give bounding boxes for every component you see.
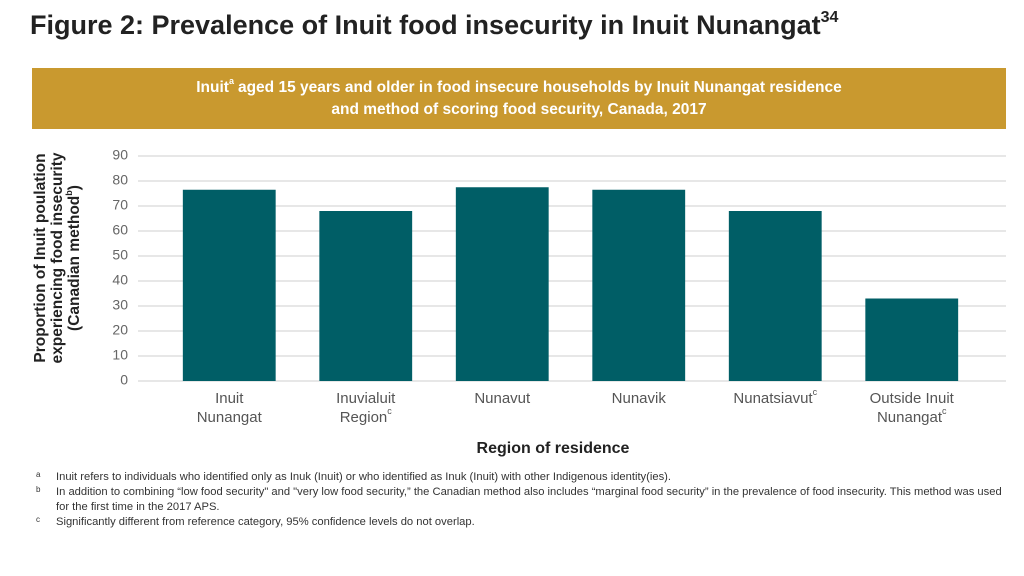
x-tick-line: Inuvialuit bbox=[336, 390, 396, 407]
y-axis-label: experiencing food insecurity bbox=[49, 152, 66, 363]
x-tick-label: Nunatsiavutc bbox=[733, 387, 817, 407]
y-label-text: (Canadian method bbox=[66, 196, 83, 331]
y-axis-label: Proportion of Inuit poulation bbox=[32, 153, 49, 362]
bar bbox=[182, 189, 276, 381]
x-tick-mark: c bbox=[813, 387, 818, 397]
x-tick-label: Nunavut bbox=[474, 390, 531, 407]
y-tick-label: 60 bbox=[112, 222, 128, 238]
subtitle-mark: a bbox=[229, 76, 235, 86]
x-tick-label: Nunavik bbox=[612, 390, 667, 407]
x-tick-label: Outside Inuit Nunangatc bbox=[870, 390, 955, 426]
footnote-mark: a bbox=[36, 470, 41, 479]
footnote-text: Significantly different from reference c… bbox=[56, 516, 475, 528]
x-tick-line: Nunangat bbox=[197, 409, 263, 426]
y-tick-label: 20 bbox=[112, 322, 128, 338]
x-tick-line: Nunangat bbox=[877, 409, 943, 426]
y-label-text: Proportion of Inuit poulation bbox=[32, 153, 49, 362]
footnote: c Significantly different from reference … bbox=[34, 515, 1009, 530]
footnote-mark: c bbox=[36, 515, 40, 524]
y-label-text: ) bbox=[66, 185, 83, 190]
chart: Figure 2: Prevalence of Inuit food insec… bbox=[30, 9, 1006, 457]
footnote: b In addition to combining “low food secu… bbox=[34, 485, 1009, 515]
bar bbox=[592, 189, 686, 381]
title-text: Figure 2: Prevalence of Inuit food insec… bbox=[30, 10, 821, 40]
chart-title: Figure 2: Prevalence of Inuit food insec… bbox=[30, 9, 838, 40]
y-tick-label: 70 bbox=[112, 197, 128, 213]
subtitle: and method of scoring food security, Can… bbox=[331, 101, 706, 118]
footnote-text: In addition to combining “low food secur… bbox=[56, 486, 1002, 513]
x-tick-label: Inuvialuit Regionc bbox=[336, 390, 396, 426]
footnote-text: Inuit refers to individuals who identifi… bbox=[56, 471, 672, 483]
x-tick-mark: c bbox=[942, 406, 947, 416]
subtitle: Inuita aged 15 years and older in food in… bbox=[196, 76, 842, 96]
y-tick-label: 40 bbox=[112, 272, 128, 288]
y-tick-label: 50 bbox=[112, 247, 128, 263]
y-axis-label: (Canadian methodb) bbox=[64, 185, 83, 331]
footnotes: a Inuit refers to individuals who identif… bbox=[34, 470, 1009, 530]
footnote-mark: b bbox=[36, 485, 41, 494]
x-tick-mark: c bbox=[387, 406, 392, 416]
footnote: a Inuit refers to individuals who identif… bbox=[34, 470, 1009, 485]
x-tick-label: Inuit Nunangat bbox=[197, 390, 263, 426]
y-label-mark: b bbox=[64, 190, 74, 196]
y-label-text: experiencing food insecurity bbox=[49, 152, 66, 363]
bar bbox=[455, 187, 549, 381]
x-tick-line: Inuit bbox=[215, 390, 244, 407]
title-ref: 34 bbox=[821, 9, 839, 26]
subtitle-text: and method of scoring food security, Can… bbox=[331, 101, 706, 118]
x-tick-line: Region bbox=[340, 409, 388, 426]
bar bbox=[728, 211, 822, 381]
bar bbox=[865, 298, 959, 381]
subtitle-text: aged 15 years and older in food insecure… bbox=[238, 79, 842, 96]
subtitle-text: Inuit bbox=[196, 79, 229, 96]
subtitle-band bbox=[32, 68, 1006, 129]
x-axis-label: Region of residence bbox=[477, 440, 630, 457]
y-tick-label: 30 bbox=[112, 297, 128, 313]
x-tick-line: Outside Inuit bbox=[870, 390, 955, 407]
bar bbox=[319, 211, 413, 381]
y-tick-label: 90 bbox=[112, 147, 128, 163]
y-tick-label: 10 bbox=[112, 347, 128, 363]
y-tick-label: 0 bbox=[120, 372, 128, 388]
y-tick-label: 80 bbox=[112, 172, 128, 188]
